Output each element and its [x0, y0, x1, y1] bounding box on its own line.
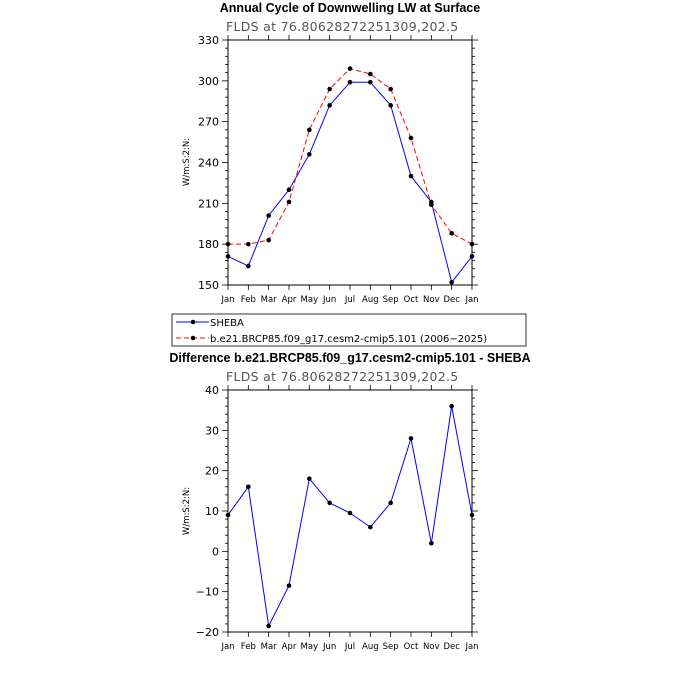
chart-2-series-0-line: [227, 406, 473, 628]
chart-1-series-1-point: [408, 135, 414, 141]
legend-sheba-label: SHEBA: [210, 318, 244, 329]
chart-2-xtick-label: Sep: [383, 642, 399, 652]
chart-2-xtick-label: Jan: [464, 642, 478, 652]
chart-1-series-1-point: [246, 241, 251, 247]
chart-2-xtick-label: Nov: [423, 642, 440, 652]
chart-2-xtick-label: Oct: [404, 642, 419, 652]
chart-1-xtick-label: Aug: [362, 295, 379, 305]
chart-1-series-1-point: [368, 71, 373, 77]
chart-1-ytick-label: 180: [198, 238, 219, 251]
chart-1-xtick-label: Oct: [404, 295, 419, 305]
chart-2-xtick-label: Aug: [362, 642, 379, 652]
chart-1-series-0-point: [388, 103, 393, 108]
chart-2-series-0-point: [266, 623, 271, 629]
chart-1-series-1-point: [286, 199, 292, 205]
chart-1-xtick-label: Nov: [423, 295, 440, 305]
chart-1-series-1-point: [388, 86, 393, 92]
chart-1-series-0-point: [246, 263, 251, 269]
chart-1-title: Annual Cycle of Downwelling LW at Surfac…: [220, 1, 480, 15]
chart-2-series-0-point: [429, 540, 434, 546]
chart-2-series-0-point: [246, 484, 251, 490]
chart-1-ytick-label: 210: [198, 197, 219, 210]
chart-2-series-0-point: [225, 512, 231, 518]
chart-2-series-0-point: [408, 436, 414, 441]
chart-2-series-0-point: [307, 476, 312, 482]
chart-1-series-0-point: [286, 187, 292, 193]
chart-1-series-0-point: [449, 279, 454, 285]
chart-1-series-0-point: [327, 103, 332, 108]
chart-1-series-1-point: [266, 237, 271, 243]
chart-2-xtick-label: May: [301, 642, 319, 652]
chart-1-ytick-label: 330: [198, 34, 219, 47]
chart-1-series-1-point: [327, 86, 332, 92]
chart-2-ytick-label: 20: [205, 465, 219, 478]
chart-1-series-0-point: [347, 79, 353, 85]
chart-2-ylabel: W/m:S:2:N:: [182, 487, 192, 535]
chart-2-title: Difference b.e21.BRCP85.f09_g17.cesm2-cm…: [169, 351, 530, 365]
chart-1-series-1-point: [429, 202, 434, 207]
chart-1-series-0-point: [266, 213, 271, 218]
chart-2-plot: −20 −10 0 10 20 30 40 Jan Feb Mar Apr May Jun Jul Aug S…: [196, 384, 479, 652]
chart-1-xtick-label: Jun: [322, 295, 336, 305]
chart-1-series-0-point: [225, 254, 231, 259]
chart-2-xtick-label: Jun: [322, 642, 336, 652]
chart-2-xtick-label: Mar: [261, 642, 278, 652]
legend: SHEBA b.e21.BRCP85.f09_g17.cesm2-cmip5.1…: [171, 313, 527, 347]
chart-1-series-1-point: [225, 241, 231, 247]
chart-2-series-0-point: [327, 500, 332, 506]
chart-1-plot: 150 180 210 240 270 300 330 Jan Feb Mar Apr May Jun J…: [198, 34, 479, 305]
chart-1-xtick-label: Jan: [220, 295, 234, 305]
chart-2-ytick-label: 30: [205, 424, 219, 437]
chart-1-xtick-label: Dec: [443, 295, 460, 305]
chart-1-xtick-label: Mar: [261, 295, 278, 305]
chart-2-xtick-label: Apr: [282, 642, 297, 652]
chart-2-series-0-point: [347, 510, 353, 516]
chart-1-series-1-point: [469, 241, 475, 247]
legend-model-label: b.e21.BRCP85.f09_g17.cesm2-cmip5.101 (20…: [210, 334, 487, 345]
chart-2-xtick-label: Jan: [220, 642, 234, 652]
chart-1-ytick-label: 240: [198, 157, 219, 170]
chart-1-series-0-point: [469, 254, 475, 259]
chart-2-series-0-point: [286, 583, 292, 588]
chart-1-ytick-label: 270: [198, 116, 219, 129]
chart-1-xtick-label: Feb: [241, 295, 256, 305]
chart-2-xtick-label: Dec: [443, 642, 460, 652]
chart-1-ylabel: W/m:S:2:N:: [182, 138, 192, 186]
chart-1-series-1-point: [449, 230, 454, 236]
chart-1-subtitle: FLDS at 76.80628272251309,202.5: [226, 19, 459, 34]
chart-2-series-0-point: [449, 403, 454, 409]
legend-model-marker: [190, 335, 196, 341]
chart-1-series-0-line: [227, 81, 473, 284]
chart-1-xtick-label: May: [301, 295, 319, 305]
chart-1-frame: [227, 39, 473, 286]
chart-2-xtick-label: Jul: [344, 642, 355, 652]
chart-2-series-0-point: [368, 524, 373, 530]
chart-1-series-0-point: [368, 79, 373, 85]
chart-2-xtick-label: Feb: [241, 642, 256, 652]
chart-1-xtick-label: Jan: [464, 295, 478, 305]
chart-2-ytick-label: 0: [212, 545, 219, 558]
chart-1-ytick-label: 150: [198, 279, 219, 292]
chart-1-series-1-point: [307, 127, 312, 133]
chart-1-xtick-label: Sep: [383, 295, 399, 305]
chart-2-series-0-point: [469, 512, 475, 518]
chart-1-xtick-label: Apr: [282, 295, 297, 305]
legend-sheba-marker: [190, 319, 196, 325]
chart-1-series-0-point: [408, 173, 414, 179]
chart-2-ytick-label: −20: [196, 626, 219, 639]
legend-box: [171, 313, 527, 347]
chart-2-ytick-label: 40: [205, 384, 219, 397]
chart-1-series-0-point: [307, 152, 312, 157]
chart-2-subtitle: FLDS at 76.80628272251309,202.5: [226, 369, 459, 384]
chart-1-ytick-label: 300: [198, 75, 219, 88]
chart-2-ytick-label: 10: [205, 505, 219, 518]
chart-2-series-0-point: [388, 500, 393, 506]
chart-1-series-1-point: [347, 66, 353, 71]
chart-2-ytick-label: −10: [196, 586, 219, 599]
chart-1-xtick-label: Jul: [344, 295, 355, 305]
